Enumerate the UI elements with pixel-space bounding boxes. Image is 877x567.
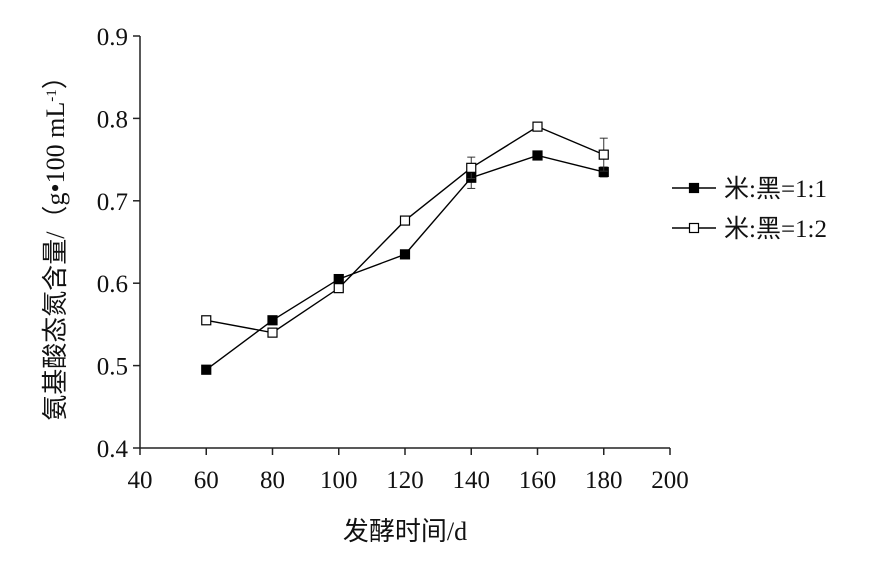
legend-marker [688,182,700,194]
y-tick-label: 0.5 [97,354,128,381]
y-tick-label: 0.7 [97,189,128,216]
x-tick-label: 100 [320,467,358,494]
data-point [532,150,543,161]
y-tick-label: 0.6 [97,271,128,298]
y-axis-title-close: ） [41,63,70,89]
y-tick-label: 0.4 [97,436,129,463]
series-group [201,121,609,375]
x-tick-label: 180 [585,467,623,494]
x-tick-label: 40 [128,467,153,494]
x-tick-label: 80 [260,467,285,494]
legend-label: 米:黑=1:2 [724,215,827,243]
y-axis-title-superscript: -1 [44,89,60,102]
data-point [333,283,344,294]
data-point [598,149,609,160]
axes: 40 60 80 100 120 140 160 180 200 0.4 0.5 0.6 0.7 0.8 0… [97,24,689,494]
data-point [201,364,212,375]
data-point [201,315,212,326]
y-tick-label: 0.8 [97,106,128,133]
series-2 [201,121,609,338]
y-tick-label: 0.9 [97,24,128,51]
legend-entry-1: 米:黑=1:1 [672,175,827,203]
x-tick-label: 60 [194,467,219,494]
x-tick-label: 200 [651,467,689,494]
y-axis-title: 氨基酸态氮含量/（g•100 mL-1） [41,63,70,420]
legend-label: 米:黑=1:1 [724,175,827,203]
x-axis-title: 发酵时间/d [343,517,467,546]
x-tick-label: 140 [453,467,491,494]
data-point [399,249,411,260]
x-tick-label: 120 [386,467,424,494]
x-tick-label: 160 [519,467,557,494]
legend-entry-2: 米:黑=1:2 [672,215,827,243]
legend-marker [688,222,700,234]
data-point [399,215,411,226]
data-point [267,315,278,326]
legend: 米:黑=1:1 米:黑=1:2 [672,175,827,243]
data-point [333,273,344,285]
y-axis-title-main: 氨基酸态氮含量/（g•100 mL [41,102,70,421]
data-point [466,162,477,173]
data-point [532,121,543,132]
series-1 [201,150,609,375]
data-point [267,327,278,338]
series-line [205,154,604,371]
